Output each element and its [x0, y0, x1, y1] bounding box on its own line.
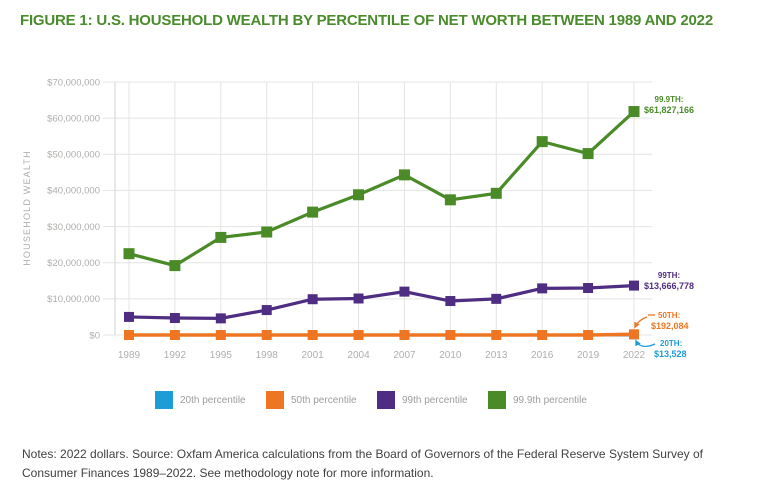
data-point-marker	[629, 280, 639, 291]
legend-swatch-99-9th	[488, 391, 506, 409]
svg-text:$192,084: $192,084	[651, 321, 689, 331]
data-point-marker	[537, 330, 548, 340]
data-point-marker	[444, 194, 456, 206]
legend-label-99-9th: 99.9th percentile	[513, 394, 587, 406]
y-axis-title: HOUSEHOLD WEALTH	[22, 150, 32, 266]
y-tick-label: $10,000,000	[47, 294, 100, 305]
data-point-marker	[399, 330, 410, 340]
leader-arrow	[635, 339, 656, 348]
data-point-marker	[353, 330, 364, 340]
data-point-marker	[215, 330, 226, 340]
legend-swatch-50th	[266, 391, 284, 409]
data-point-marker	[491, 330, 502, 340]
data-point-marker	[537, 283, 548, 294]
gridlines-vertical	[128, 82, 635, 335]
svg-text:99.9TH:: 99.9TH:	[655, 95, 684, 104]
x-tick-label: 2013	[485, 350, 508, 361]
data-point-marker	[353, 189, 365, 201]
y-tick-label: $70,000,000	[47, 77, 100, 88]
end-label-20th-percentile: 20TH:$13,528	[635, 339, 687, 359]
x-tick-label: 2001	[302, 350, 325, 361]
data-point-marker	[307, 330, 318, 340]
series-99-9th-percentile	[123, 106, 640, 272]
x-tick-label: 2010	[439, 350, 462, 361]
svg-text:50TH:: 50TH:	[658, 311, 680, 320]
figure-title: FIGURE 1: U.S. HOUSEHOLD WEALTH BY PERCE…	[20, 12, 713, 29]
data-point-marker	[536, 136, 548, 148]
data-point-marker	[123, 248, 135, 260]
data-point-marker	[261, 305, 272, 316]
y-tick-label: $0	[89, 330, 100, 341]
x-tick-label: 1995	[210, 350, 233, 361]
svg-text:20TH:: 20TH:	[660, 339, 682, 348]
data-point-marker	[491, 293, 502, 304]
leader-arrow	[634, 316, 648, 329]
x-tick-label: 1998	[256, 350, 279, 361]
data-point-marker	[215, 231, 227, 243]
data-point-marker	[583, 283, 594, 294]
y-tick-label: $40,000,000	[47, 186, 100, 197]
data-point-marker	[169, 330, 180, 340]
data-point-marker	[490, 187, 502, 199]
data-point-marker	[215, 313, 226, 324]
x-tick-label: 2016	[531, 350, 554, 361]
legend-item-20th-percentile: 20th percentile	[155, 391, 266, 409]
svg-text:$13,528: $13,528	[654, 349, 687, 359]
data-point-marker	[261, 330, 272, 340]
legend-item-99th-percentile: 99th percentile	[377, 391, 488, 409]
series-50th-percentile	[124, 329, 639, 340]
data-point-marker	[629, 329, 639, 340]
data-point-marker	[398, 169, 410, 181]
end-label-50th-percentile: 50TH:$192,084	[634, 311, 689, 331]
x-tick-label: 1992	[164, 350, 187, 361]
x-tick-label: 1989	[118, 350, 141, 361]
data-point-marker	[124, 311, 134, 322]
data-point-marker	[307, 294, 318, 305]
y-tick-label: $60,000,000	[47, 113, 100, 124]
data-point-marker	[445, 296, 456, 307]
svg-text:99TH:: 99TH:	[658, 271, 680, 280]
x-tick-label: 2007	[393, 350, 416, 361]
legend-swatch-99th	[377, 391, 395, 409]
legend-label-20th: 20th percentile	[180, 394, 246, 406]
y-tick-label: $20,000,000	[47, 258, 100, 269]
data-point-marker	[399, 286, 410, 297]
data-point-marker	[582, 148, 594, 160]
data-point-marker	[445, 330, 456, 340]
legend-swatch-20th	[155, 391, 173, 409]
data-point-marker	[169, 260, 181, 272]
wealth-line-chart: $0 $10,000,000 $20,000,000 $30,000,000 $40,0…	[22, 77, 694, 361]
y-tick-label: $30,000,000	[47, 222, 100, 233]
data-point-marker	[169, 313, 180, 324]
data-point-marker	[261, 226, 273, 238]
x-tick-label: 2004	[347, 350, 370, 361]
data-point-marker	[583, 330, 594, 340]
legend-label-99th: 99th percentile	[402, 394, 468, 406]
y-tick-labels: $0 $10,000,000 $20,000,000 $30,000,000 $40,0…	[47, 77, 115, 341]
series-99th-percentile	[124, 280, 639, 324]
data-point-marker	[353, 293, 364, 304]
svg-text:$61,827,166: $61,827,166	[644, 105, 694, 115]
gridlines-horizontal	[115, 81, 652, 336]
x-tick-label: 2019	[577, 350, 600, 361]
end-label-99-9th-percentile: 99.9TH:$61,827,166	[644, 95, 694, 115]
end-label-99th-percentile: 99TH:$13,666,778	[644, 271, 694, 291]
data-point-marker	[628, 106, 640, 118]
figure-notes: Notes: 2022 dollars. Source: Oxfam Ameri…	[22, 447, 703, 480]
x-tick-labels: 1989 1992 1995 1998 2001 2004 2007 2010 2013 2016…	[118, 350, 646, 361]
y-tick-label: $50,000,000	[47, 150, 100, 161]
legend-label-50th: 50th percentile	[291, 394, 357, 406]
legend-item-50th-percentile: 50th percentile	[266, 391, 377, 409]
x-tick-label: 2022	[623, 350, 646, 361]
legend-item-99-9th-percentile: 99.9th percentile	[488, 391, 599, 409]
chart-legend: 20th percentile 50th percentile 99th per…	[155, 391, 599, 409]
data-point-marker	[307, 206, 319, 218]
svg-text:$13,666,778: $13,666,778	[644, 281, 694, 291]
data-point-marker	[124, 330, 134, 340]
